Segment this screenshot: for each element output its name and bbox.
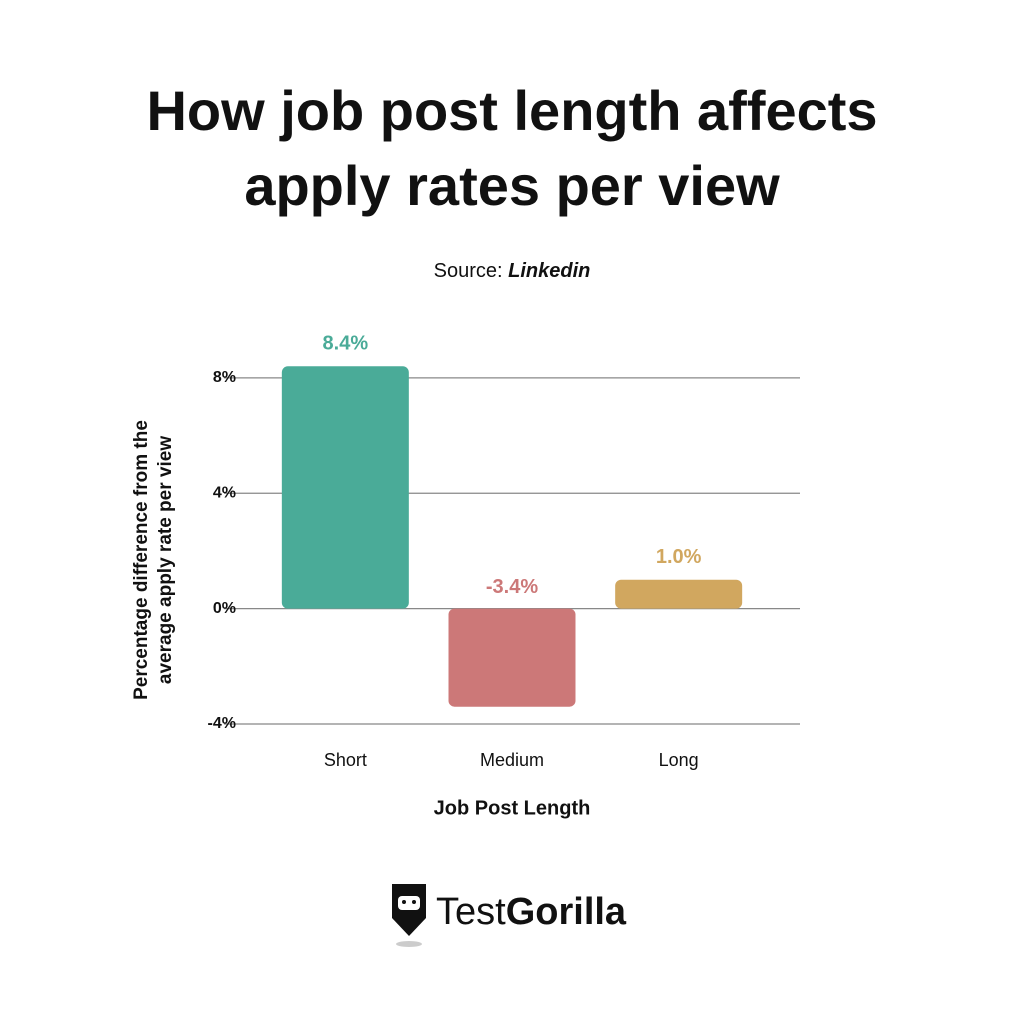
logo: TestGorilla [392, 884, 627, 947]
source: Linkedin [508, 260, 590, 282]
x-tick-label: Long [659, 750, 699, 770]
y-axis-title-line: Percentage difference from the [131, 420, 152, 700]
logo-eye [402, 900, 406, 904]
y-tick-label: -4% [208, 715, 236, 732]
subtitle: Source: Linkedin [434, 260, 591, 282]
source-label: Source: [434, 260, 503, 282]
y-tick-label: 8% [213, 369, 236, 386]
x-axis-title: Job Post Length [434, 797, 591, 819]
logo-light: Test [436, 891, 506, 933]
bar [448, 608, 576, 707]
data-label: 1.0% [656, 546, 702, 568]
logo-text: TestGorilla [436, 891, 627, 933]
y-axis-title: Percentage difference from the average a… [131, 420, 176, 700]
logo-bold: Gorilla [506, 891, 627, 933]
plot: 8% 4% 0% -4% Short 8.4% Medium -3.4% Long 1.0% [208, 333, 800, 770]
logo-eye [412, 900, 416, 904]
logo-face [398, 896, 420, 910]
y-tick-label: 0% [213, 600, 236, 617]
y-tick-label: 4% [213, 484, 236, 501]
bar [615, 579, 743, 609]
logo-shadow [396, 941, 422, 947]
bar [281, 366, 409, 609]
y-axis-title-line: average apply rate per view [155, 436, 176, 684]
chart-title: How job post length affects [146, 79, 877, 142]
chart-title: apply rates per view [244, 154, 780, 217]
data-label: 8.4% [323, 333, 369, 355]
x-tick-label: Medium [480, 750, 544, 770]
data-label: -3.4% [486, 576, 538, 598]
x-tick-label: Short [324, 750, 367, 770]
